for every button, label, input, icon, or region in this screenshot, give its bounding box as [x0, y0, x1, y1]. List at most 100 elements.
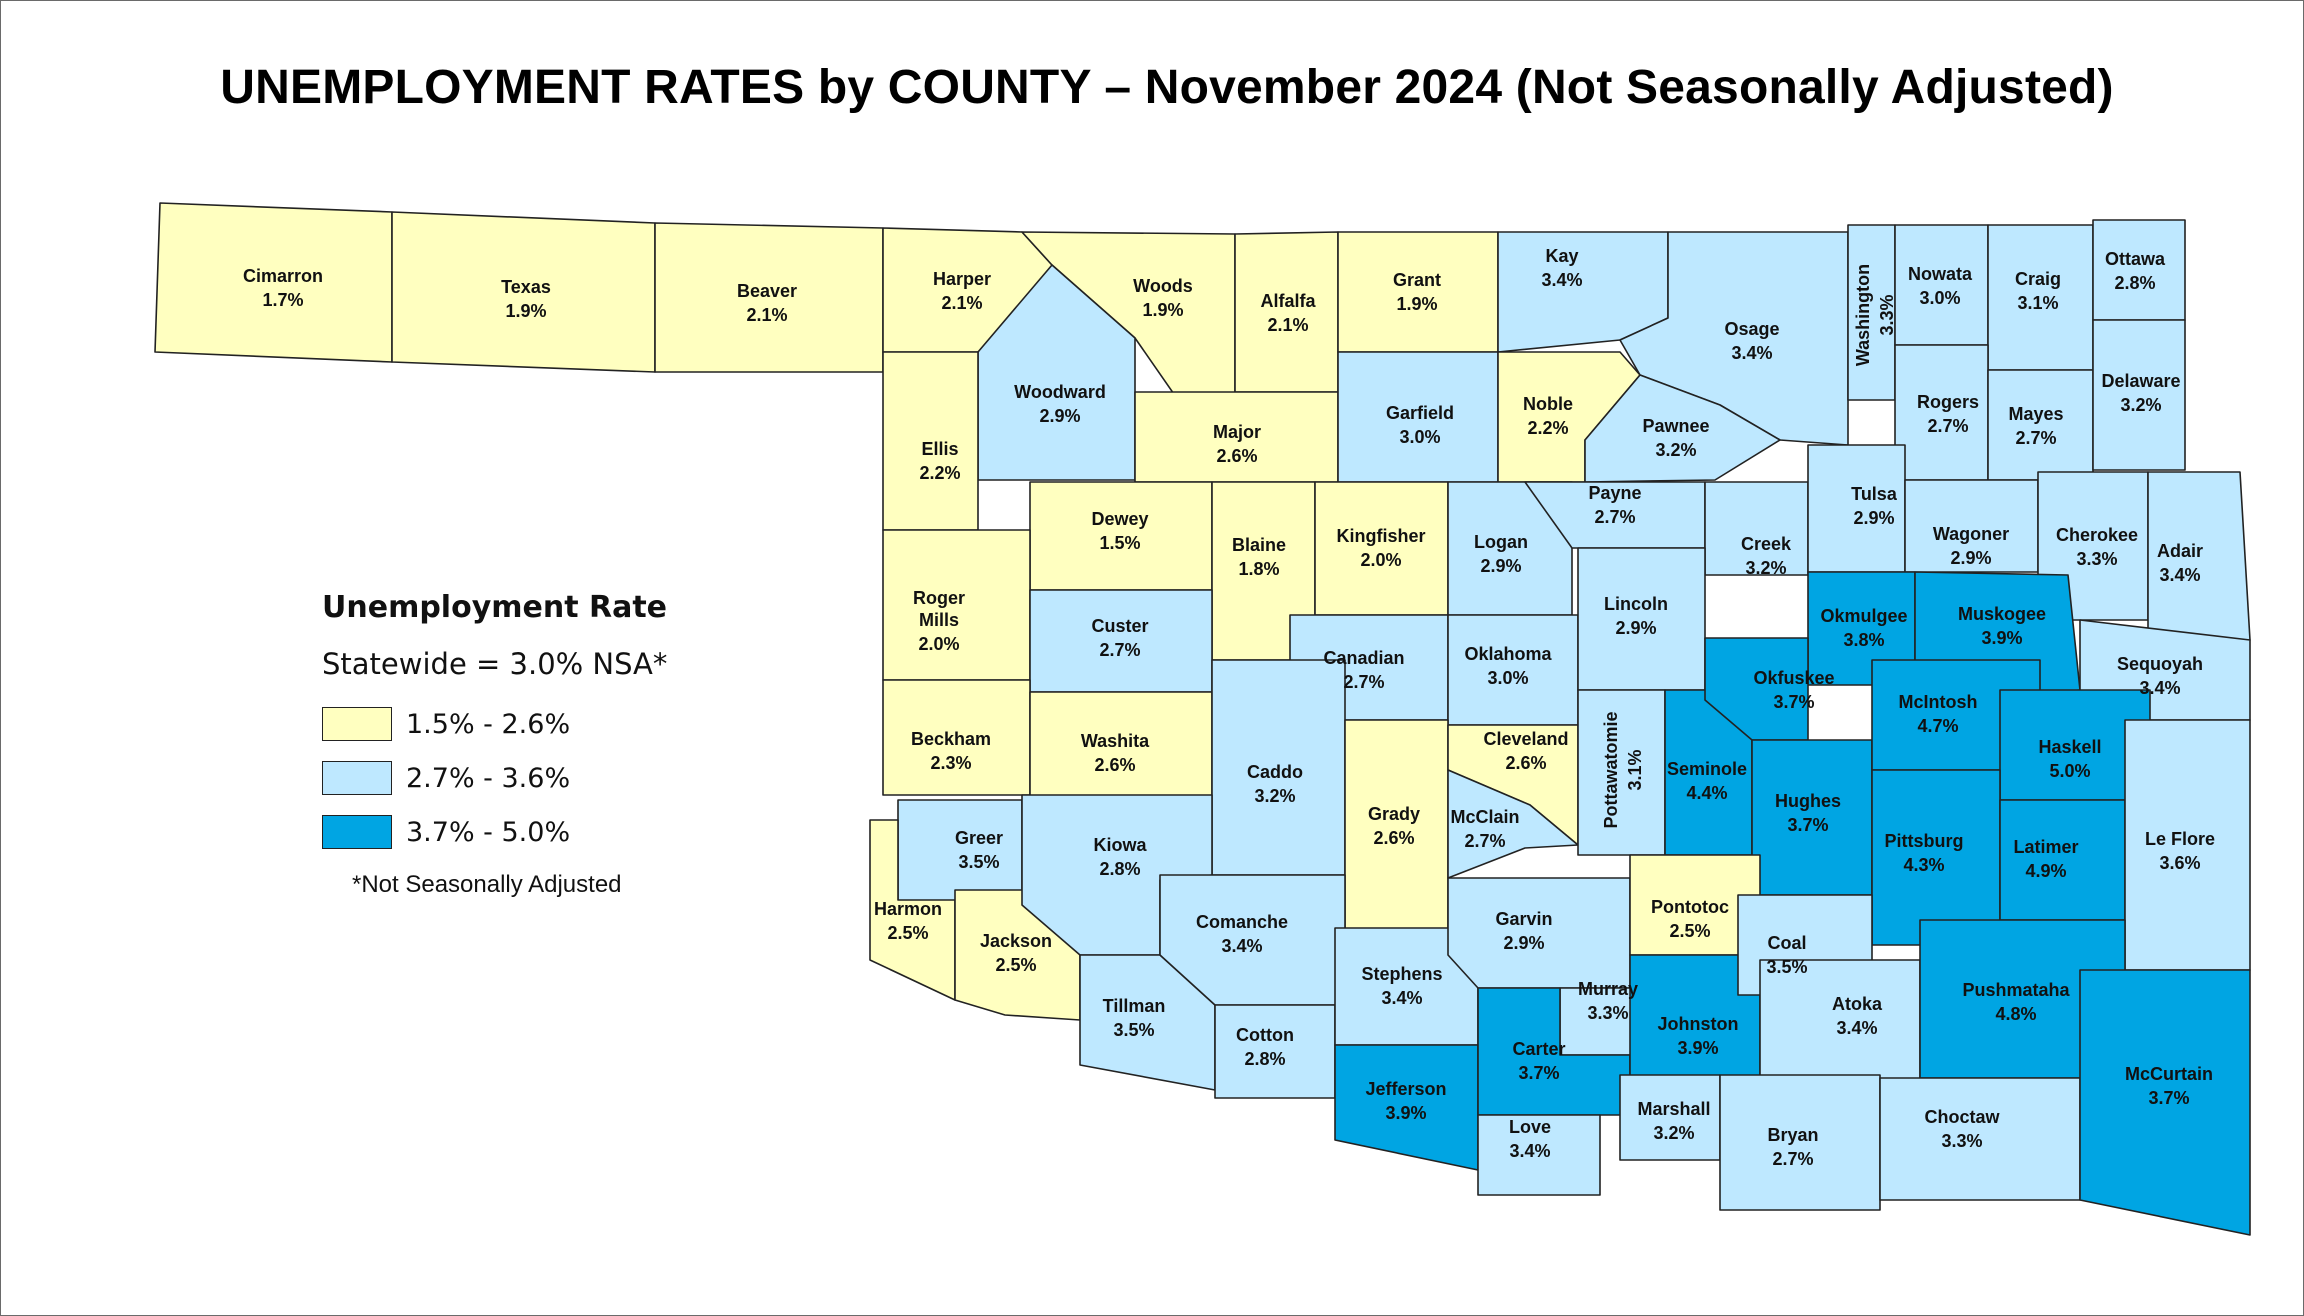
county-label-cherokee: Cherokee 3.3% — [2056, 525, 2138, 569]
county-rate: 3.7% — [1787, 815, 1828, 835]
county-label-washita: Washita 2.6% — [1081, 731, 1150, 775]
county-name: Logan — [1474, 532, 1528, 552]
county-name: Kay — [1545, 246, 1578, 266]
county-name: Texas — [501, 277, 551, 297]
county-name: Carter — [1512, 1039, 1565, 1059]
county-label-noble: Noble 2.2% — [1523, 394, 1573, 438]
county-name: Johnston — [1658, 1014, 1739, 1034]
legend-label-high: 3.7% - 5.0% — [406, 816, 571, 848]
county-label-beckham: Beckham 2.3% — [911, 729, 991, 773]
county-label-craig: Craig 3.1% — [2015, 269, 2061, 313]
county-name: Seminole — [1667, 759, 1747, 779]
county-name: Roger — [913, 588, 965, 608]
county-name: Jefferson — [1365, 1079, 1446, 1099]
county-label-pushmataha: Pushmataha 4.8% — [1962, 980, 2070, 1024]
county-label-harmon: Harmon 2.5% — [874, 899, 942, 943]
county-kingfisher — [1314, 481, 1449, 616]
county-label-tulsa: Tulsa 2.9% — [1851, 484, 1898, 528]
county-rate: 3.3% — [1941, 1131, 1982, 1151]
legend-label-mid: 2.7% - 3.6% — [406, 762, 571, 794]
county-rate: 2.6% — [1373, 828, 1414, 848]
county-name: Hughes — [1775, 791, 1841, 811]
county-rate: 3.4% — [1381, 988, 1422, 1008]
county-label-nowata: Nowata 3.0% — [1908, 264, 1973, 308]
county-rate: 3.3% — [1877, 294, 1897, 335]
county-label-grant: Grant 1.9% — [1393, 270, 1441, 314]
county-mcclain — [1447, 769, 1579, 879]
county-name: Wagoner — [1933, 524, 2009, 544]
legend-swatch-low — [322, 707, 392, 741]
county-label-johnston: Johnston 3.9% — [1658, 1014, 1739, 1058]
county-label-choctaw: Choctaw 3.3% — [1924, 1107, 2000, 1151]
county-name: Creek — [1741, 534, 1792, 554]
county-rate: 1.7% — [262, 290, 303, 310]
county-label-wagoner: Wagoner 2.9% — [1933, 524, 2009, 568]
county-name: Nowata — [1908, 264, 1973, 284]
county-rate: 1.5% — [1099, 533, 1140, 553]
county-rate: 3.0% — [1399, 427, 1440, 447]
county-label-kay: Kay 3.4% — [1541, 246, 1582, 290]
county-rate: 2.9% — [1480, 556, 1521, 576]
county-name: Le Flore — [2145, 829, 2215, 849]
county-name: Lincoln — [1604, 594, 1668, 614]
county-label-dewey: Dewey 1.5% — [1091, 509, 1148, 553]
legend-item-low: 1.5% - 2.6% — [322, 697, 667, 751]
county-label-murray: Murray 3.3% — [1578, 979, 1638, 1023]
county-label-garfield: Garfield 3.0% — [1386, 403, 1454, 447]
county-rate: 2.0% — [1360, 550, 1401, 570]
county-rate: 2.7% — [2015, 428, 2056, 448]
county-rate: 2.1% — [1267, 315, 1308, 335]
county-rate: 4.8% — [1995, 1004, 2036, 1024]
county-label-mayes: Mayes 2.7% — [2008, 404, 2063, 448]
county-rate: 4.7% — [1917, 716, 1958, 736]
county-name: Jackson — [980, 931, 1052, 951]
county-rate: 3.2% — [1254, 786, 1295, 806]
county-name: McClain — [1450, 807, 1519, 827]
county-label-woods: Woods 1.9% — [1133, 276, 1193, 320]
county-label-cotton: Cotton 2.8% — [1236, 1025, 1294, 1069]
county-label-mccurtain: McCurtain 3.7% — [2125, 1064, 2213, 1108]
county-grant — [1337, 231, 1499, 353]
county-label-grady: Grady 2.6% — [1368, 804, 1420, 848]
county-label-pottawatomie: Pottawatomie 3.1% — [1601, 711, 1645, 828]
county-label-le-flore: Le Flore 3.6% — [2145, 829, 2215, 873]
county-name: Rogers — [1917, 392, 1979, 412]
county-label-coal: Coal 3.5% — [1766, 933, 1807, 977]
county-name: Woods — [1133, 276, 1193, 296]
county-label-rogers: Rogers 2.7% — [1917, 392, 1979, 436]
county-rate: 4.4% — [1686, 783, 1727, 803]
county-label-woodward: Woodward 2.9% — [1014, 382, 1106, 426]
county-label-bryan: Bryan 2.7% — [1767, 1125, 1818, 1169]
county-rate: 3.6% — [2159, 853, 2200, 873]
county-rate: 2.9% — [1503, 933, 1544, 953]
county-name: Mayes — [2008, 404, 2063, 424]
county-name: Sequoyah — [2117, 654, 2203, 674]
county-rate: 2.1% — [746, 305, 787, 325]
county-rate: 3.4% — [1731, 343, 1772, 363]
county-rate: 2.6% — [1505, 753, 1546, 773]
county-rate: 2.1% — [941, 293, 982, 313]
county-rate: 2.9% — [1039, 406, 1080, 426]
county-label-texas: Texas 1.9% — [501, 277, 551, 321]
county-mccurtain — [2079, 969, 2251, 1236]
county-latimer — [1999, 799, 2126, 921]
county-name: Pottawatomie — [1601, 711, 1621, 828]
legend-title: Unemployment Rate — [322, 590, 668, 625]
county-name: Muskogee — [1958, 604, 2046, 624]
county-name: Washington — [1853, 264, 1873, 366]
county-label-cleveland: Cleveland 2.6% — [1483, 729, 1568, 773]
county-name: Love — [1509, 1117, 1551, 1137]
county-rate: 3.5% — [958, 852, 999, 872]
county-label-delaware: Delaware 3.2% — [2101, 371, 2180, 415]
county-label-blaine: Blaine 1.8% — [1232, 535, 1286, 579]
county-rate: 3.7% — [1773, 692, 1814, 712]
county-rate: 3.4% — [2159, 565, 2200, 585]
county-label-cimarron: Cimarron 1.7% — [243, 266, 323, 310]
county-name: Woodward — [1014, 382, 1106, 402]
legend: Unemployment Rate Statewide = 3.0% NSA* … — [322, 590, 667, 899]
county-name: Murray — [1578, 979, 1638, 999]
county-rate: 2.9% — [1950, 548, 1991, 568]
county-rate: 2.2% — [919, 463, 960, 483]
county-name: Greer — [955, 828, 1003, 848]
